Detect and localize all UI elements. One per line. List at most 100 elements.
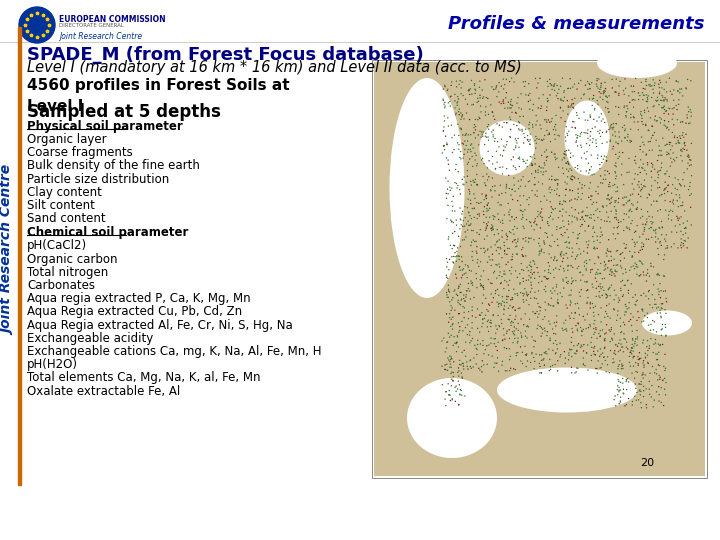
Point xyxy=(651,97,662,105)
Point xyxy=(520,91,531,99)
Point xyxy=(498,284,510,293)
Point xyxy=(634,246,646,255)
Point xyxy=(677,198,688,207)
Point xyxy=(679,138,690,147)
Point xyxy=(590,284,602,293)
Point xyxy=(478,285,490,294)
Point xyxy=(443,293,454,302)
Point xyxy=(672,116,683,124)
Point xyxy=(613,148,625,157)
Point xyxy=(643,235,654,244)
Point xyxy=(575,76,587,85)
Point xyxy=(588,222,599,231)
Point xyxy=(642,336,653,345)
Point xyxy=(621,224,633,233)
Point xyxy=(451,333,463,341)
Point xyxy=(601,93,613,102)
Point xyxy=(501,118,513,127)
Point xyxy=(493,299,505,308)
Point xyxy=(456,210,467,218)
Point xyxy=(564,244,575,253)
Point xyxy=(534,272,545,281)
Point xyxy=(538,135,549,144)
Point xyxy=(469,85,481,93)
Point xyxy=(549,123,560,131)
Point xyxy=(469,156,481,164)
Point xyxy=(482,218,494,226)
Point xyxy=(443,287,454,295)
Point xyxy=(473,140,485,149)
Point xyxy=(643,190,654,198)
Point xyxy=(595,224,606,232)
Point xyxy=(533,178,544,186)
Point xyxy=(525,288,536,296)
Point xyxy=(631,238,643,247)
Point xyxy=(449,286,461,294)
Point xyxy=(585,111,596,119)
Point xyxy=(503,211,515,219)
Point xyxy=(497,152,508,160)
Point xyxy=(453,363,464,372)
Point xyxy=(562,103,574,112)
Point xyxy=(480,247,491,255)
Point xyxy=(656,84,667,92)
Point xyxy=(463,86,474,95)
Point xyxy=(539,348,550,357)
Point xyxy=(608,395,620,404)
Point xyxy=(497,163,508,171)
Point xyxy=(678,168,690,177)
Point xyxy=(544,213,555,222)
Point xyxy=(585,163,597,171)
Point xyxy=(656,326,667,334)
Point xyxy=(521,263,533,272)
Point xyxy=(681,244,693,252)
Point xyxy=(442,380,454,388)
Point xyxy=(470,344,482,353)
Point xyxy=(606,207,617,215)
Point xyxy=(672,185,683,194)
Point xyxy=(582,286,593,294)
Point xyxy=(571,111,582,120)
Point xyxy=(572,251,583,259)
Point xyxy=(675,227,687,235)
Point xyxy=(467,252,478,261)
Point xyxy=(612,260,624,269)
Point xyxy=(482,120,494,129)
Point xyxy=(495,99,507,108)
Point xyxy=(571,214,582,222)
Point xyxy=(471,284,482,292)
Point xyxy=(621,302,632,311)
Point xyxy=(456,374,468,383)
Point xyxy=(672,78,684,86)
Point xyxy=(499,246,510,255)
Point xyxy=(510,143,521,152)
Point xyxy=(617,364,629,373)
Point xyxy=(562,277,574,286)
Point xyxy=(569,80,580,89)
Point xyxy=(633,95,644,104)
Point xyxy=(567,212,578,220)
Point xyxy=(658,362,670,371)
Point xyxy=(567,103,579,112)
Point xyxy=(465,177,477,186)
Point xyxy=(523,91,534,99)
Point xyxy=(616,340,627,348)
Point xyxy=(571,347,582,356)
Point xyxy=(466,238,477,247)
Point xyxy=(554,132,565,140)
Point xyxy=(452,252,464,260)
Point xyxy=(445,92,456,100)
Point xyxy=(639,106,650,114)
Point xyxy=(635,399,647,407)
Point xyxy=(588,94,599,103)
Point xyxy=(468,178,480,186)
Point xyxy=(525,96,536,104)
Point xyxy=(627,334,639,343)
Point xyxy=(519,82,531,91)
Point xyxy=(584,165,595,174)
Point xyxy=(563,239,575,247)
Point xyxy=(639,225,650,234)
Point xyxy=(627,201,639,210)
Point xyxy=(598,335,610,344)
Point xyxy=(438,117,450,125)
